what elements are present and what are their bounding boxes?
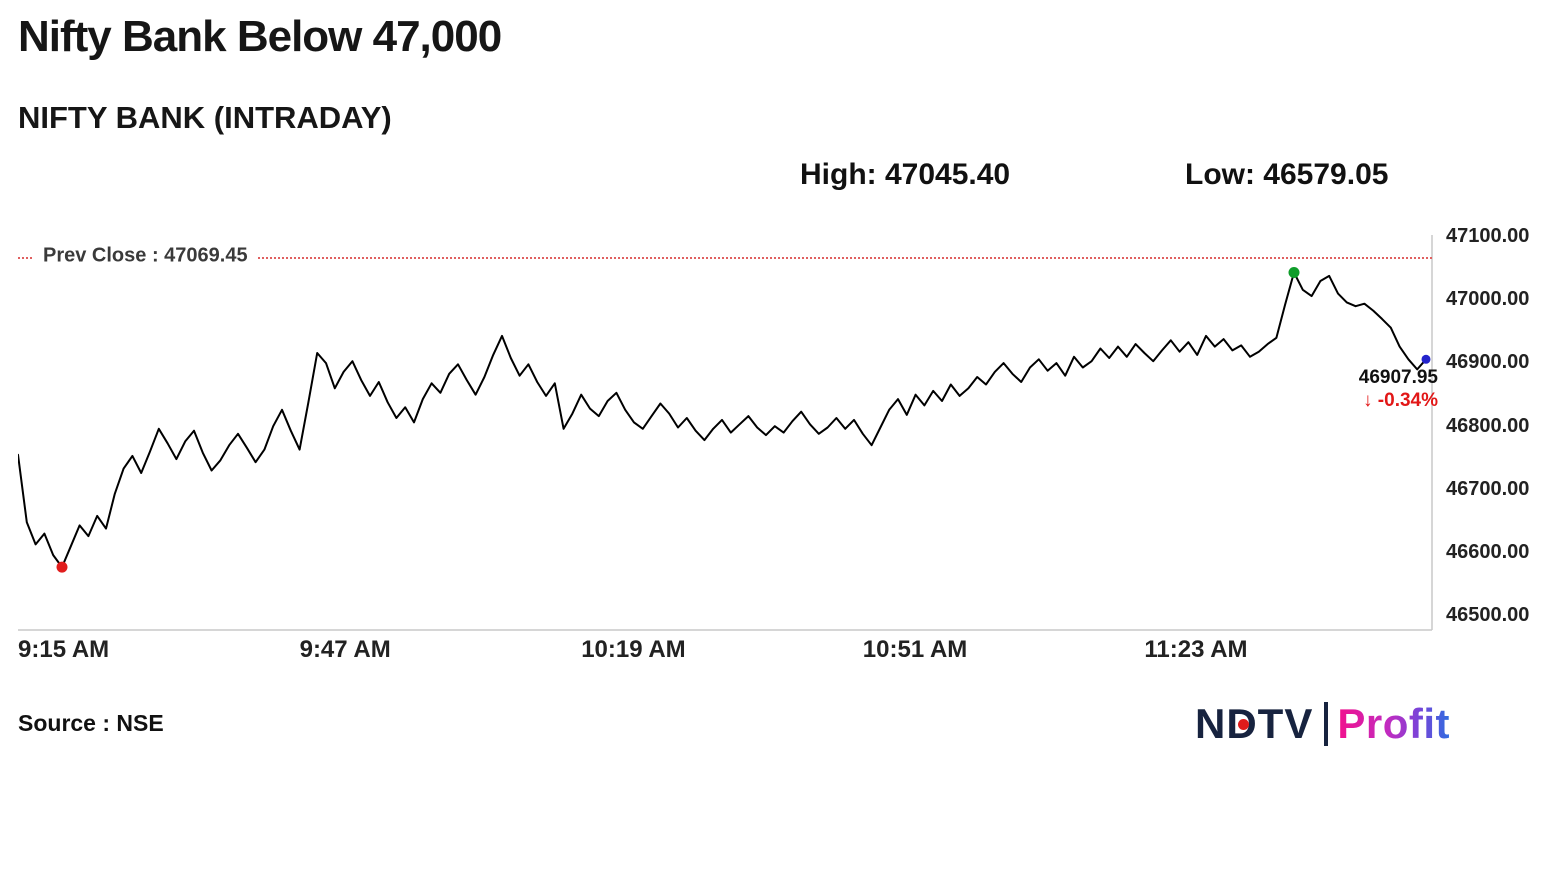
price-line xyxy=(18,271,1427,569)
high-value-label: High: 47045.40 xyxy=(800,158,1011,191)
profit-wordmark: Profit xyxy=(1337,700,1450,747)
x-axis-label: 9:15 AM xyxy=(18,636,110,663)
y-axis-label: 46900.00 xyxy=(1446,351,1530,374)
price-chart-svg xyxy=(18,235,1433,631)
x-axis-label: 11:23 AM xyxy=(1144,636,1248,663)
y-axis-label: 46800.00 xyxy=(1446,414,1530,437)
last-marker xyxy=(1421,354,1431,364)
source-attribution: Source : NSE xyxy=(18,710,164,736)
chart-subtitle: NIFTY BANK (INTRADAY) xyxy=(18,100,392,135)
x-axis-label: 10:51 AM xyxy=(862,636,968,663)
prev-close-label: Prev Close : 47069.45 xyxy=(34,244,257,268)
low-value-label: Low: 46579.05 xyxy=(1185,158,1389,191)
ndtv-red-dot-icon xyxy=(1238,719,1249,730)
page-title: Nifty Bank Below 47,000 xyxy=(18,12,502,61)
last-price-change: ↓ -0.34% xyxy=(1363,390,1438,411)
y-axis-label: 46500.00 xyxy=(1446,604,1530,626)
x-axis-label: 10:19 AM xyxy=(581,636,686,663)
marker-group xyxy=(56,267,1431,573)
y-axis-label: 46600.00 xyxy=(1446,540,1530,563)
high-marker xyxy=(1288,267,1300,278)
last-price-annotation: 46907.95 ↓ -0.34% xyxy=(1318,366,1438,412)
last-price-value: 46907.95 xyxy=(1358,367,1438,388)
y-axis-label: 47000.00 xyxy=(1446,288,1530,311)
low-marker xyxy=(56,561,68,573)
y-axis-label: 46700.00 xyxy=(1446,477,1530,500)
y-axis-label: 47100.00 xyxy=(1446,225,1530,247)
logo-separator xyxy=(1324,702,1329,746)
ndtv-text: NDTV xyxy=(1195,700,1314,747)
prev-close-line xyxy=(18,257,1432,260)
x-axis-label: 9:47 AM xyxy=(299,636,391,663)
ndtv-profit-logo: NDTV Profit xyxy=(1195,698,1450,750)
ndtv-wordmark: NDTV xyxy=(1195,700,1313,748)
